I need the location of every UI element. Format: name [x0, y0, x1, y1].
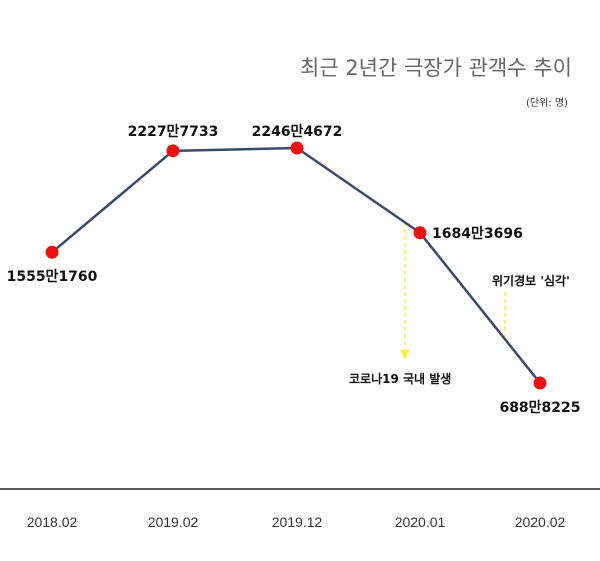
data-point-2019.12 — [290, 141, 304, 155]
unit-note: (단위: 명) — [526, 98, 568, 109]
annotation-1: 코로나19 국내 발생 — [349, 371, 451, 386]
annotation-2: 위기경보 '심각' — [492, 273, 570, 288]
x-tick-label-2019.02: 2019.02 — [148, 514, 199, 530]
data-label-2020.01: 1684만3696 — [432, 226, 523, 242]
x-tick-label-2020.01: 2020.01 — [395, 514, 446, 530]
data-point-2020.02 — [533, 376, 547, 390]
x-tick-label-2020.02: 2020.02 — [515, 514, 566, 530]
data-point-2019.02 — [166, 144, 180, 158]
chart-title: 최근 2년간 극장가 관객수 추이 — [300, 56, 572, 80]
data-point-2018.02 — [45, 245, 59, 259]
x-tick-label-2018.02: 2018.02 — [27, 514, 78, 530]
series-line — [51, 146, 541, 384]
x-tick-label-2019.12: 2019.12 — [272, 514, 323, 530]
data-label-2019.12: 2246만4672 — [252, 124, 343, 140]
annotation-arrowhead-covid — [400, 350, 410, 360]
data-label-2019.02: 2227만7733 — [128, 124, 219, 140]
data-label-2018.02: 1555만1760 — [7, 269, 98, 285]
data-point-2020.01 — [413, 226, 427, 240]
data-label-2020.02: 688만8225 — [499, 400, 580, 416]
